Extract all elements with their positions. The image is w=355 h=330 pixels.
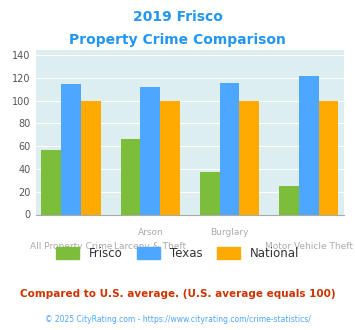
Bar <box>319 101 338 214</box>
Text: Property Crime Comparison: Property Crime Comparison <box>69 33 286 47</box>
Text: Compared to U.S. average. (U.S. average equals 100): Compared to U.S. average. (U.S. average … <box>20 289 335 299</box>
Bar <box>121 139 141 214</box>
Bar <box>81 101 101 214</box>
Text: Larceny & Theft: Larceny & Theft <box>114 242 186 251</box>
Legend: Frisco, Texas, National: Frisco, Texas, National <box>56 247 299 260</box>
Bar <box>279 186 299 214</box>
Text: Arson: Arson <box>137 228 163 237</box>
Bar <box>61 83 81 214</box>
Text: 2019 Frisco: 2019 Frisco <box>132 10 223 24</box>
Bar <box>141 87 160 214</box>
Bar <box>299 76 319 214</box>
Bar <box>239 101 259 214</box>
Bar <box>220 82 239 214</box>
Text: Burglary: Burglary <box>210 228 249 237</box>
Text: © 2025 CityRating.com - https://www.cityrating.com/crime-statistics/: © 2025 CityRating.com - https://www.city… <box>45 315 310 324</box>
Text: All Property Crime: All Property Crime <box>30 242 113 251</box>
Bar <box>42 149 61 214</box>
Bar <box>200 172 220 215</box>
Bar <box>160 101 180 214</box>
Text: Motor Vehicle Theft: Motor Vehicle Theft <box>265 242 353 251</box>
